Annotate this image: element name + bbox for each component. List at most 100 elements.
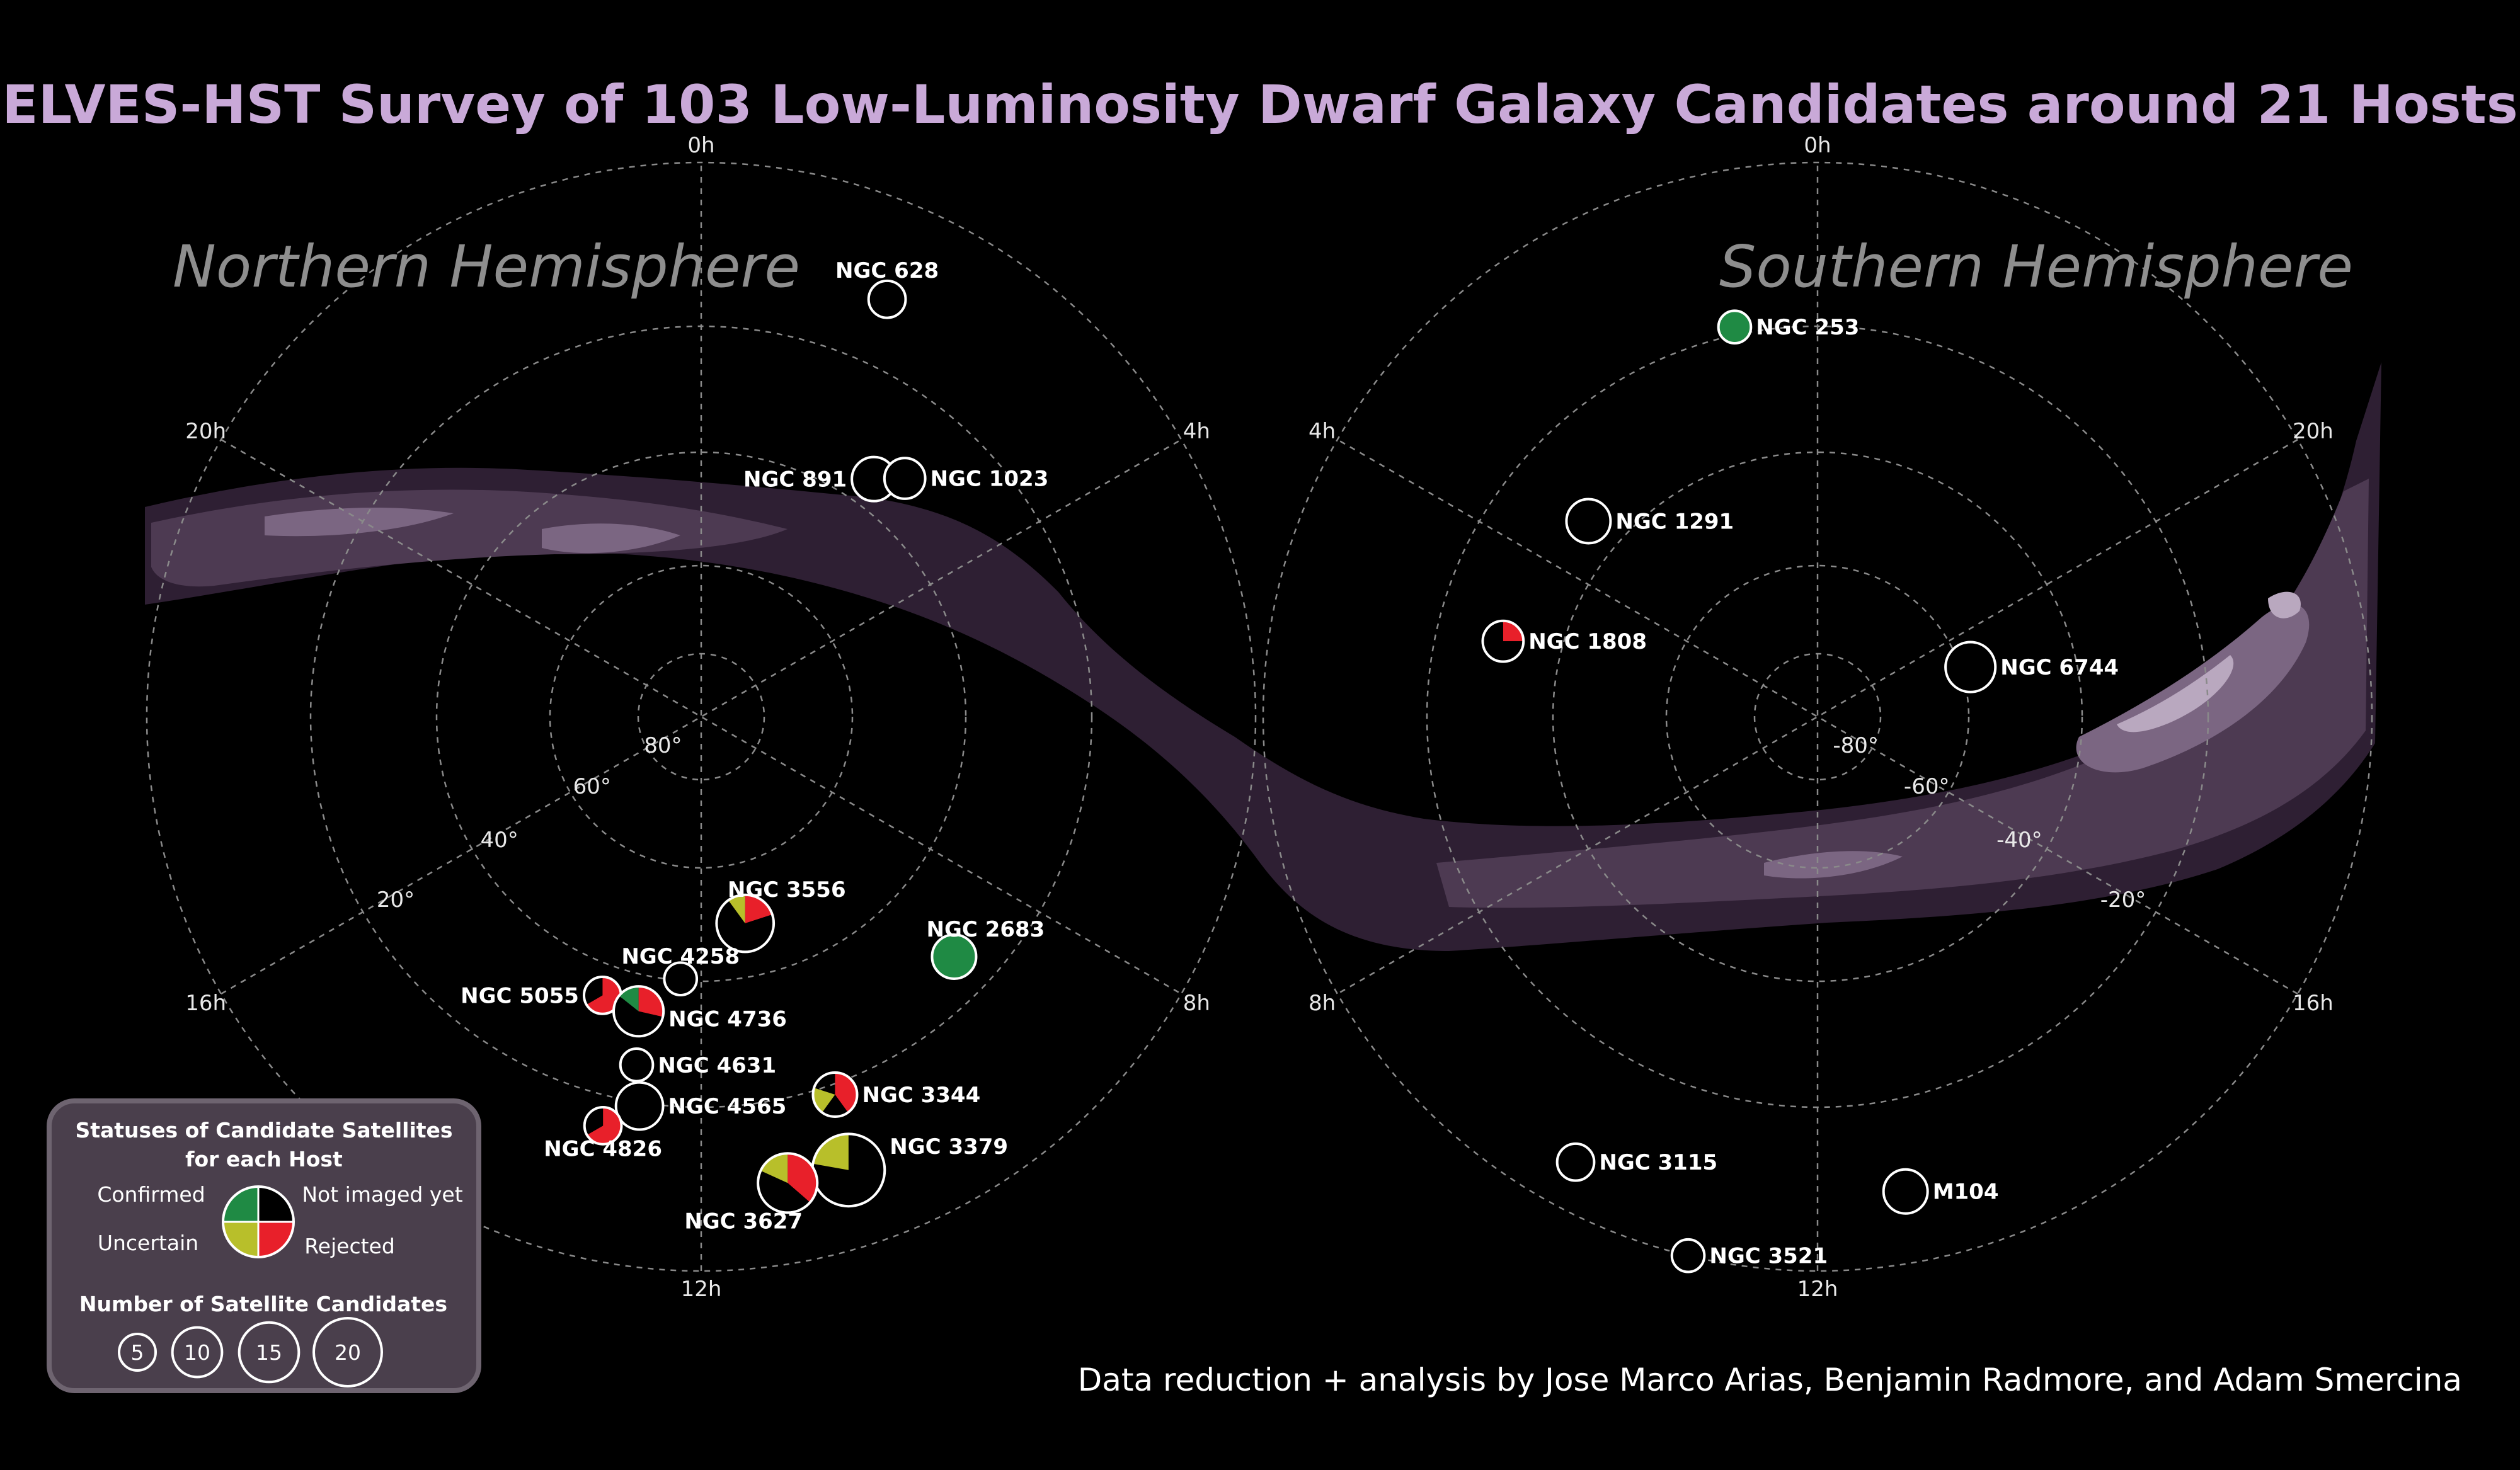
- host-ngc-4565[interactable]: NGC 4565: [614, 1081, 787, 1131]
- host-ngc-1023-outline: [883, 457, 927, 500]
- host-ngc-253-confirmed-wedge: [1718, 311, 1751, 344]
- host-ngc-3521[interactable]: NGC 3521: [1670, 1238, 1828, 1273]
- host-ngc-4258[interactable]: NGC 4258: [621, 944, 740, 997]
- dec-tick-label: -20°: [2100, 887, 2146, 913]
- legend-size-label-20: 20: [335, 1340, 361, 1365]
- ra-tick-label: 16h: [2293, 991, 2334, 1016]
- host-ngc-2683-confirmed-wedge: [932, 934, 976, 979]
- legend-size-label-10: 10: [184, 1340, 210, 1365]
- host-ngc-3556[interactable]: NGC 3556: [715, 877, 846, 954]
- legend-size-label-5: 5: [131, 1340, 144, 1365]
- panel-north: 0h 4h 8h 12h 16h 20h 80° 60° 40° 20°: [146, 133, 1257, 1302]
- host-ngc-4826[interactable]: NGC 4826: [544, 1106, 662, 1161]
- ra-spoke: [220, 438, 1182, 995]
- milky-way-outer: [145, 362, 2381, 951]
- host-ngc-2683[interactable]: NGC 2683: [927, 917, 1045, 980]
- host-ngc-1023[interactable]: NGC 1023: [883, 457, 1049, 500]
- host-ngc-628-outline: [867, 279, 907, 319]
- host-ngc-1808-rejected-wedge: [1503, 620, 1524, 642]
- dec-tick-label: 20°: [377, 887, 415, 913]
- milky-way-mid-2: [1436, 479, 2369, 908]
- host-ngc-4826-outline: [583, 1106, 623, 1146]
- host-ngc-2683-label: NGC 2683: [927, 917, 1045, 942]
- host-ngc-6744[interactable]: NGC 6744: [1944, 641, 2119, 693]
- ra-tick-label: 12h: [681, 1277, 722, 1302]
- host-ngc-4258-label: NGC 4258: [621, 944, 740, 969]
- host-ngc-4565-outline: [614, 1081, 665, 1131]
- legend-size-label-15: 15: [256, 1340, 282, 1365]
- credit-text: Data reduction + analysis by Jose Marco …: [1078, 1362, 2462, 1398]
- host-ngc-253[interactable]: NGC 253: [1717, 309, 1860, 345]
- legend-pie-outline: [222, 1185, 295, 1258]
- host-ngc-3379-not-imaged-wedge: [812, 1134, 885, 1207]
- host-ngc-4565-label: NGC 4565: [668, 1094, 786, 1119]
- host-ngc-3344[interactable]: NGC 3344: [811, 1071, 980, 1119]
- host-ngc-2683-outline: [931, 933, 978, 980]
- legend-confirmed-label: Confirmed: [97, 1182, 205, 1207]
- dec-tick-label: 60°: [573, 774, 611, 799]
- host-ngc-4736[interactable]: NGC 4736: [612, 985, 787, 1038]
- host-ngc-1808[interactable]: NGC 1808: [1481, 619, 1647, 663]
- host-ngc-3379-label: NGC 3379: [890, 1134, 1008, 1159]
- host-ngc-3627-not-imaged-wedge: [758, 1170, 810, 1213]
- host-ngc-1291-outline: [1565, 498, 1612, 545]
- host-ngc-4736-outline: [612, 985, 665, 1038]
- host-ngc-3379-uncertain-wedge: [813, 1134, 849, 1170]
- host-ngc-3115[interactable]: NGC 3115: [1555, 1142, 1718, 1182]
- host-ngc-3521-not-imaged-wedge: [1671, 1239, 1705, 1272]
- host-ngc-6744-outline: [1944, 641, 1997, 693]
- host-ngc-3556-uncertain-wedge: [728, 894, 745, 924]
- legend-size-circle-5: [118, 1333, 157, 1372]
- host-ngc-4258-not-imaged-wedge: [664, 962, 697, 996]
- host-ngc-628-label: NGC 628: [835, 258, 939, 283]
- northern-hemisphere-label: Northern Hemisphere: [173, 233, 800, 300]
- host-ngc-628[interactable]: NGC 628: [835, 258, 939, 319]
- ra-tick-label: 4h: [1309, 419, 1336, 444]
- host-ngc-3627-uncertain-wedge: [760, 1153, 788, 1183]
- legend-confirmed-wedge: [223, 1187, 258, 1222]
- host-m104-outline: [1882, 1168, 1929, 1215]
- legend-not-imaged-wedge: [258, 1187, 294, 1222]
- host-ngc-3344-not-imaged-wedge: [822, 1095, 849, 1117]
- host-ngc-4258-outline: [663, 961, 699, 997]
- host-ngc-4736-rejected-wedge: [638, 986, 664, 1017]
- legend-uncertain-wedge: [223, 1222, 258, 1257]
- host-ngc-3115-not-imaged-wedge: [1557, 1143, 1595, 1181]
- host-ngc-253-outline: [1717, 309, 1753, 345]
- host-ngc-1291-not-imaged-wedge: [1566, 499, 1611, 544]
- dec-ring: [146, 161, 1257, 1272]
- host-ngc-4631[interactable]: NGC 4631: [619, 1047, 776, 1083]
- host-ngc-3627[interactable]: NGC 3627: [684, 1152, 819, 1234]
- host-ngc-891-label: NGC 891: [743, 467, 847, 493]
- dec-ring: [1552, 451, 2083, 983]
- host-ngc-3344-label: NGC 3344: [862, 1083, 980, 1108]
- host-ngc-6744-label: NGC 6744: [2000, 655, 2119, 680]
- host-ngc-3556-not-imaged-wedge: [716, 900, 774, 952]
- host-ngc-1808-not-imaged-wedge: [1482, 620, 1524, 662]
- host-m104[interactable]: M104: [1882, 1168, 1999, 1215]
- host-ngc-4631-label: NGC 4631: [658, 1053, 776, 1078]
- host-ngc-1291[interactable]: NGC 1291: [1565, 498, 1734, 545]
- dec-tick-label: -40°: [1996, 828, 2042, 853]
- ra-tick-label: 8h: [1309, 991, 1336, 1016]
- host-ngc-3379[interactable]: NGC 3379: [811, 1132, 1008, 1208]
- legend-uncertain-label: Uncertain: [98, 1231, 198, 1255]
- dec-tick-label: -80°: [1833, 733, 1879, 758]
- panel-south: 0h 4h 8h 12h 16h 20h -80° -60° -40° -20°: [1262, 133, 2373, 1302]
- host-ngc-4565-not-imaged-wedge: [616, 1082, 663, 1130]
- dec-tick-label: 40°: [480, 828, 518, 853]
- dec-ring: [1262, 161, 2373, 1272]
- grid-layer: 0h 4h 8h 12h 16h 20h 80° 60° 40° 20° 0h 4h 8h 12h 16h 2…: [146, 133, 2373, 1302]
- host-ngc-4736-not-imaged-wedge: [614, 996, 663, 1037]
- host-ngc-3627-outline: [757, 1152, 819, 1214]
- chart-title: ELVES-HST Survey of 103 Low-Luminosity D…: [2, 74, 2518, 135]
- host-ngc-1808-outline: [1481, 619, 1525, 663]
- legend-size-circle-15: [238, 1321, 301, 1384]
- host-ngc-891-not-imaged-wedge: [852, 457, 896, 501]
- host-ngc-1808-label: NGC 1808: [1528, 629, 1647, 654]
- legend-rejected-wedge: [258, 1222, 294, 1257]
- host-ngc-4826-rejected-wedge: [587, 1107, 622, 1144]
- host-ngc-4736-label: NGC 4736: [668, 1007, 787, 1032]
- host-ngc-891[interactable]: NGC 891: [743, 455, 898, 503]
- host-ngc-3344-rejected-wedge: [835, 1073, 857, 1113]
